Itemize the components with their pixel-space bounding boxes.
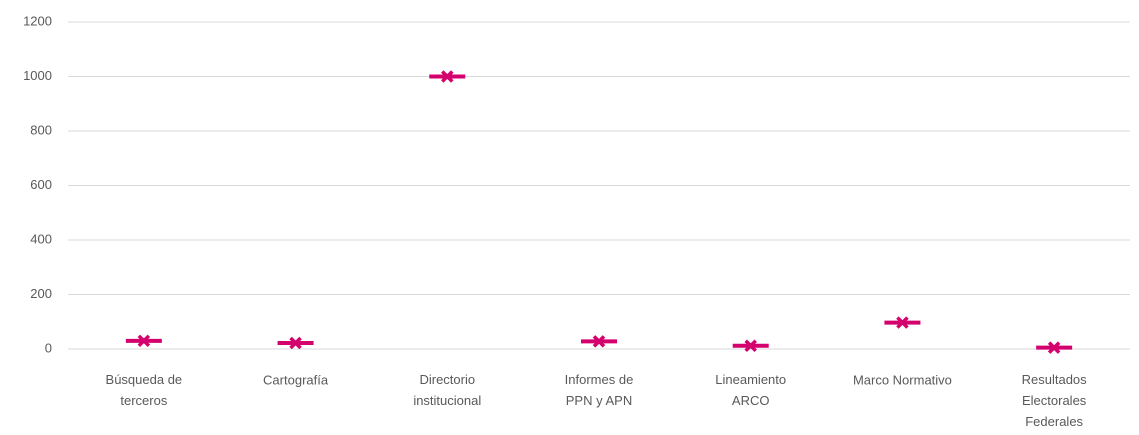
x-tick-label: Directorio institucional <box>413 372 481 408</box>
marker-cross <box>441 70 454 83</box>
marker-cross <box>896 316 909 329</box>
marker-cross <box>137 334 151 348</box>
x-tick-label: Informes de PPN y APN <box>565 372 634 408</box>
marker-cross <box>1047 341 1061 354</box>
x-tick-label: Marco Normativo <box>853 372 952 387</box>
x-tick-label: Búsqueda de terceros <box>106 372 183 408</box>
y-tick-label: 200 <box>30 286 52 301</box>
y-tick-label: 1000 <box>23 68 52 83</box>
y-tick-label: 0 <box>45 340 52 355</box>
marker-cross <box>592 335 606 348</box>
marker-cross <box>744 339 757 352</box>
x-tick-label: Cartografía <box>263 372 329 387</box>
marker-cross <box>289 336 302 350</box>
y-tick-label: 1200 <box>23 13 52 28</box>
y-tick-label: 600 <box>30 177 52 192</box>
y-tick-label: 400 <box>30 231 52 246</box>
x-tick-label: Lineamiento ARCO <box>715 372 786 408</box>
y-tick-label: 800 <box>30 122 52 137</box>
x-tick-label: Resultados Electorales Federales <box>1022 372 1088 429</box>
